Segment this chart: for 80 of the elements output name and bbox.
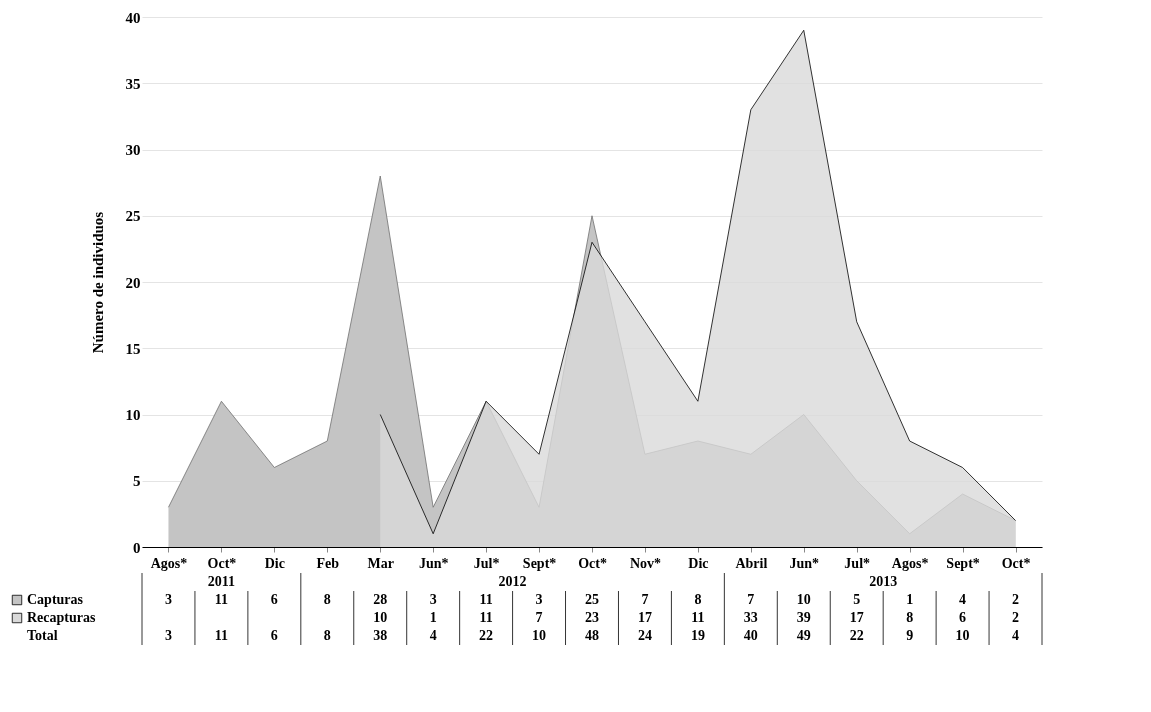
data-label: 6 <box>959 610 967 625</box>
data-label: 1 <box>429 610 437 625</box>
data-label: 23 <box>585 610 599 625</box>
x-tick-label: Mar <box>367 555 394 571</box>
data-label: 7 <box>747 592 755 607</box>
data-label: 11 <box>479 610 493 625</box>
data-label: 8 <box>694 592 702 607</box>
data-label: 17 <box>849 610 864 625</box>
text: 24 <box>637 628 652 643</box>
data-label: 8 <box>323 592 331 607</box>
x-tick-label: Abril <box>735 555 768 571</box>
text: 48 <box>585 628 599 643</box>
data-label: 10 <box>796 592 811 607</box>
text: 22 <box>849 628 864 643</box>
text: 38 <box>373 628 388 643</box>
y-tick-label: 15 <box>125 340 141 357</box>
x-tick-label: Oct* <box>578 555 607 571</box>
legend-label: Capturas <box>27 592 84 607</box>
y-tick-label: 25 <box>125 208 141 225</box>
x-tick-label: Jul* <box>844 555 871 571</box>
x-tick-label: Nov* <box>629 555 661 571</box>
x-tick-label: Agos* <box>150 555 188 571</box>
text: 11 <box>214 628 229 643</box>
y-axis-title: Número de individuos <box>89 211 106 354</box>
data-label: 5 <box>853 592 861 607</box>
data-label: 4 <box>959 592 967 607</box>
text: 2013 <box>869 574 898 589</box>
text: 2011 <box>207 574 236 589</box>
data-label: 39 <box>796 610 811 625</box>
text: 10 <box>955 628 970 643</box>
text: 10 <box>532 628 547 643</box>
x-tick-label: Sept* <box>522 555 557 571</box>
data-label: 3 <box>429 592 437 607</box>
text: 3 <box>164 628 172 643</box>
y-tick-label: 40 <box>125 9 141 26</box>
data-label: 11 <box>691 610 705 625</box>
text: 4 <box>1012 628 1020 643</box>
text: 49 <box>796 628 811 643</box>
text: 19 <box>690 628 705 643</box>
y-tick-label: 35 <box>125 75 141 92</box>
data-label: 2 <box>1012 610 1020 625</box>
data-label: 1 <box>906 592 914 607</box>
data-label: 25 <box>585 592 599 607</box>
legend-label: Recapturas <box>27 610 96 625</box>
data-label: 11 <box>214 592 229 607</box>
data-label: 17 <box>637 610 652 625</box>
data-label: 11 <box>479 592 493 607</box>
x-tick-label: Sept* <box>946 555 980 571</box>
text: 2012 <box>498 574 527 589</box>
text: 8 <box>323 628 331 643</box>
text: 9 <box>906 628 914 643</box>
data-label: 7 <box>535 610 543 625</box>
text: 6 <box>270 628 278 643</box>
text: 40 <box>743 628 758 643</box>
data-label: 3 <box>535 592 543 607</box>
y-tick-label: 20 <box>125 274 141 291</box>
text: 4 <box>429 628 437 643</box>
data-label: 6 <box>270 592 278 607</box>
text: Total <box>27 628 58 643</box>
x-tick-label: Agos* <box>891 555 929 571</box>
data-label: 28 <box>373 592 388 607</box>
data-label: 2 <box>1012 592 1020 607</box>
y-tick-label: 10 <box>125 407 141 423</box>
y-tick-label: 0 <box>133 539 141 556</box>
data-label: 3 <box>164 592 172 607</box>
x-tick-label: Dic <box>688 555 709 571</box>
x-tick-label: Jul* <box>473 555 500 571</box>
text: 22 <box>479 628 494 643</box>
x-tick-label: Feb <box>316 555 340 571</box>
x-tick-label: Jun* <box>789 555 820 571</box>
y-tick-label: 5 <box>133 473 141 490</box>
x-tick-label: Oct* <box>207 555 237 571</box>
x-tick-label: Oct* <box>1001 555 1031 571</box>
x-tick-label: Jun* <box>418 555 449 571</box>
x-tick-label: Dic <box>264 555 285 571</box>
data-label: 10 <box>373 610 388 625</box>
data-label: 33 <box>743 610 758 625</box>
data-label: 8 <box>906 610 914 625</box>
data-label: 7 <box>641 592 649 607</box>
y-tick-label: 30 <box>125 142 141 158</box>
